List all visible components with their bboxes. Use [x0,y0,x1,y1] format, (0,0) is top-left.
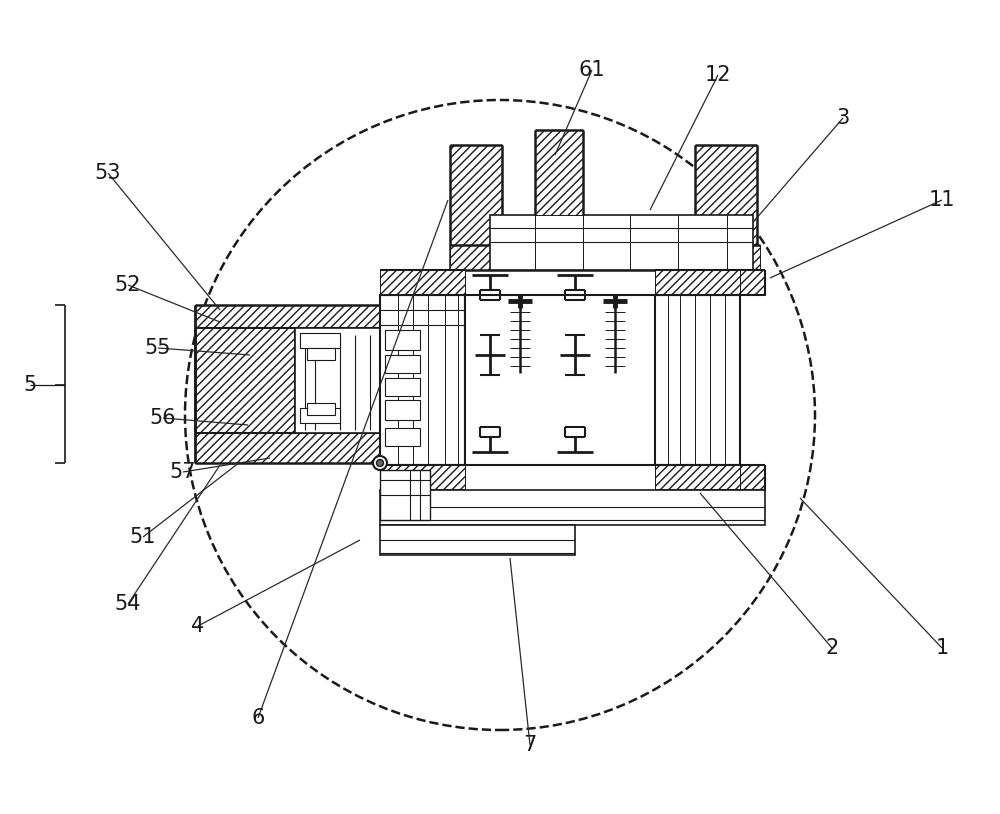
Bar [380,465,465,490]
Circle shape [373,456,387,470]
Text: 55: 55 [145,338,171,358]
Bar [655,465,740,490]
Bar [380,490,765,525]
Bar [307,348,335,360]
Text: 54: 54 [115,594,141,614]
Text: 52: 52 [115,275,141,295]
Text: 12: 12 [705,65,731,85]
Text: 11: 11 [929,190,955,210]
Bar [385,355,420,373]
Bar [450,145,502,270]
Bar [465,295,665,465]
Bar [385,400,420,420]
Bar [490,215,753,270]
Bar [385,378,420,396]
Bar [307,403,335,415]
Bar [740,270,765,295]
Text: 61: 61 [579,60,605,80]
Bar [195,328,295,433]
Text: 57: 57 [170,462,196,482]
Bar [385,330,420,350]
Bar [450,245,760,270]
Bar [695,145,757,245]
Bar [740,465,765,490]
Bar [655,270,740,295]
Bar [535,130,583,215]
Text: 56: 56 [150,408,176,428]
Text: 1: 1 [935,638,949,658]
Bar [195,433,380,463]
Bar [380,270,465,295]
Text: 4: 4 [191,616,205,636]
Text: 6: 6 [251,708,265,728]
Bar [380,470,430,520]
Text: 2: 2 [825,638,839,658]
Bar [300,333,340,348]
Text: 53: 53 [95,163,121,183]
Bar [295,328,380,433]
Bar [380,525,575,555]
Circle shape [376,459,384,466]
Bar [655,295,740,465]
Text: 7: 7 [523,735,537,755]
Text: 3: 3 [836,108,850,128]
Text: 5: 5 [23,375,37,395]
Text: 51: 51 [130,527,156,547]
Bar [300,408,340,423]
Bar [380,295,465,465]
Bar [385,428,420,446]
Bar [195,305,380,328]
